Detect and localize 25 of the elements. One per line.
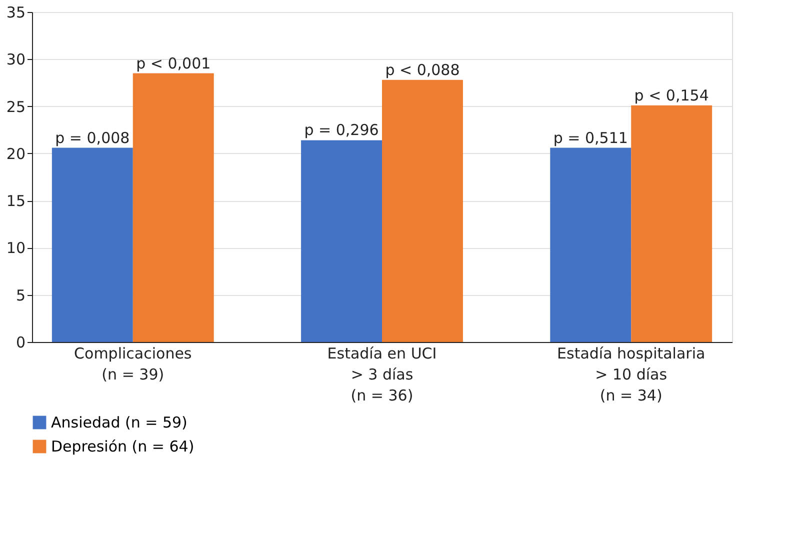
annotation: p < 0,088 [385,60,460,79]
y-tick-label: 0 [16,334,26,352]
annotation: p < 0,154 [634,86,709,104]
annotation: p = 0,008 [55,128,130,147]
y-tick-label: 20 [6,144,26,163]
x-tick-label: Complicaciones (n = 39) [74,344,192,384]
legend-label: Ansiedad (n = 59) [51,414,188,432]
y-tick-label: 10 [6,239,26,258]
y-tick-label: 15 [6,192,26,210]
bar [52,148,133,342]
annotation: p = 0,296 [304,121,379,140]
x-tick-label: Estadía en UCI > 3 días (n = 36) [327,344,437,404]
legend-label: Depresión (n = 64) [51,438,194,456]
x-tick-label: Estadía hospitalaria > 10 días (n = 34) [557,344,706,404]
bar [132,73,214,342]
y-tick-label: 25 [6,98,26,116]
bar [301,140,382,342]
y-tick-label: 30 [6,50,26,69]
annotation: p < 0,001 [136,54,211,72]
y-tick-label: 5 [16,286,26,304]
annotation: p = 0,511 [553,128,628,147]
bar [631,105,712,342]
y-tick-label: 35 [6,4,26,22]
bar [550,148,632,342]
bar [382,80,463,342]
